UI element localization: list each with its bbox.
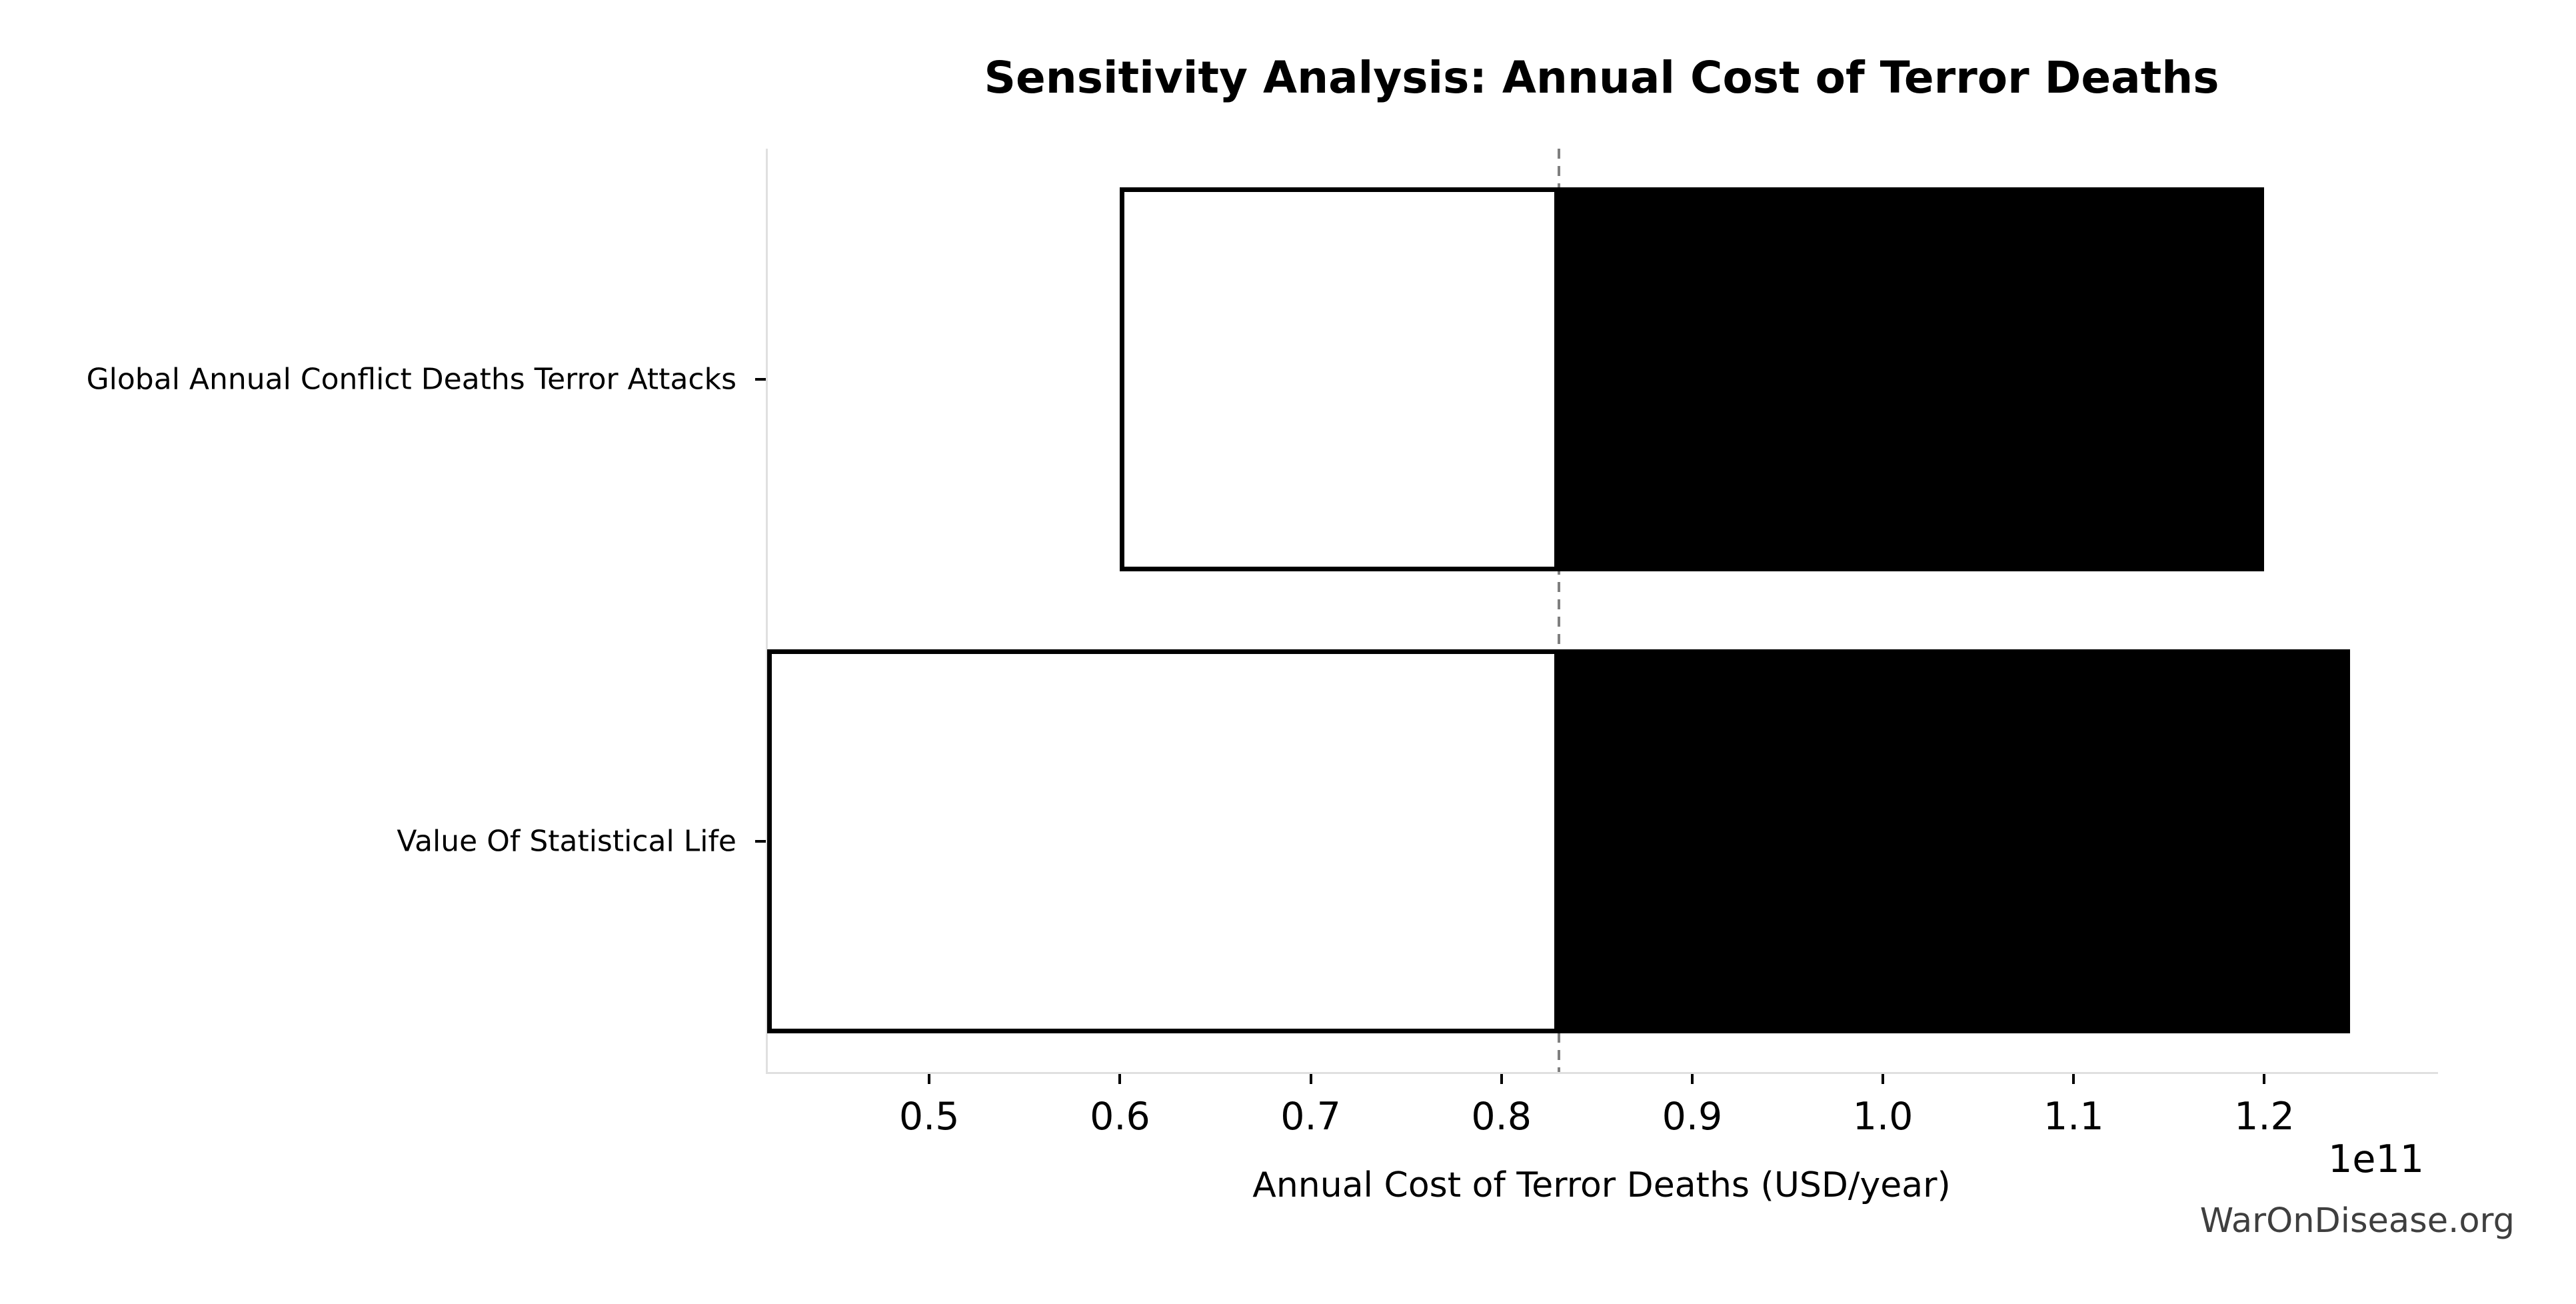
x-tick-label: 1.2 [2234, 1095, 2295, 1139]
x-tick-mark [1690, 1074, 1694, 1084]
chart-title: Sensitivity Analysis: Annual Cost of Ter… [984, 52, 2219, 103]
x-tick-label: 0.9 [1662, 1095, 1723, 1139]
bar-segment-high [1558, 187, 2265, 572]
x-tick-mark [928, 1074, 931, 1084]
x-axis-label: Annual Cost of Terror Deaths (USD/year) [1252, 1165, 1951, 1205]
plot-area [767, 149, 2436, 1072]
x-tick-label: 1.1 [2043, 1095, 2104, 1139]
y-tick-mark [755, 839, 766, 843]
base-value-dashed-line [1557, 149, 1560, 1072]
x-tick-label: 0.8 [1471, 1095, 1532, 1139]
x-axis-offset-label: 1e11 [2328, 1137, 2424, 1181]
y-tick-label-global-annual-conflict-deaths: Global Annual Conflict Deaths Terror Att… [86, 362, 736, 397]
x-tick-label: 0.5 [898, 1095, 960, 1139]
x-tick-label: 0.7 [1280, 1095, 1341, 1139]
x-tick-label: 0.6 [1090, 1095, 1150, 1139]
y-axis-spine [766, 149, 768, 1074]
x-tick-mark [1500, 1074, 1503, 1084]
x-tick-mark [1882, 1074, 1885, 1084]
y-tick-mark [755, 378, 766, 381]
bar-segment-low [767, 649, 1559, 1033]
x-tick-mark [1309, 1074, 1312, 1084]
bar-segment-high [1558, 649, 2351, 1033]
bar-segment-low [1120, 187, 1559, 572]
x-axis-spine [766, 1072, 2438, 1074]
y-tick-label-value-of-statistical-life: Value Of Statistical Life [397, 824, 736, 859]
x-tick-mark [1118, 1074, 1122, 1084]
x-tick-label: 1.0 [1852, 1095, 1914, 1139]
x-tick-mark [2263, 1074, 2266, 1084]
x-tick-mark [2072, 1074, 2075, 1084]
watermark-text: WarOnDisease.org [2199, 1201, 2515, 1241]
